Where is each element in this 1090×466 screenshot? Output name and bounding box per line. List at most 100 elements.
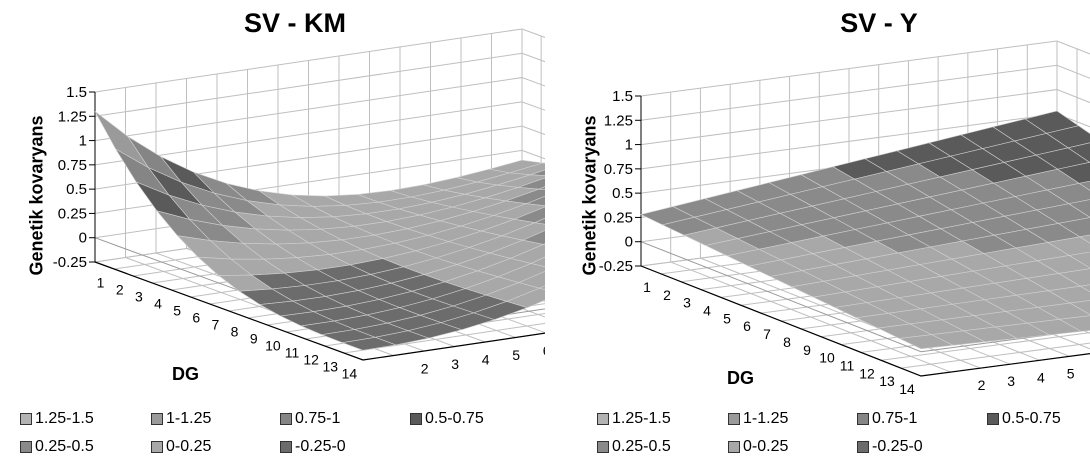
surface-cell <box>538 285 545 291</box>
surface-cell <box>533 217 545 225</box>
floor-edge <box>94 261 545 361</box>
legend-item: 0.5-0.75 <box>987 410 1061 428</box>
y-tick-label: 3 <box>451 356 459 372</box>
legend-swatch <box>728 413 740 425</box>
legend-label: -0.25-0 <box>872 438 923 455</box>
z-tick-label: 1.5 <box>612 88 633 105</box>
z-tick-label: 1.25 <box>58 108 87 125</box>
floor-edge <box>640 265 1090 377</box>
legend-label: 0.5-0.75 <box>425 410 484 427</box>
legend-label: 1.25-1.5 <box>35 410 94 427</box>
surface-cell <box>1078 180 1090 191</box>
legend-item: 0.25-0.5 <box>597 438 671 456</box>
x-tick-label: 9 <box>803 342 811 358</box>
x-tick-label: 3 <box>683 295 691 311</box>
x-tick-label: 4 <box>154 296 162 312</box>
legend-label: 1-1.25 <box>743 410 789 427</box>
surface <box>94 111 545 351</box>
surface-cell <box>538 186 545 190</box>
legend-item: 1-1.25 <box>728 410 788 428</box>
gridline <box>343 322 545 354</box>
y-axis-label: Genetik kovaryans <box>26 115 47 276</box>
x-tick-label: 12 <box>859 365 875 381</box>
x-tick-label: 10 <box>819 350 835 366</box>
legend-label: 0.5-0.75 <box>1002 410 1061 427</box>
x-tick-label: 11 <box>840 358 855 374</box>
z-tick-label: -0.25 <box>599 258 633 275</box>
chart-title: SV - KM <box>243 8 346 38</box>
gridline <box>900 342 1090 369</box>
surface-cell <box>898 334 955 350</box>
z-tick-label: 0.75 <box>604 161 633 178</box>
z-tick-label: 1.25 <box>604 112 633 129</box>
z-tick-label: 0.5 <box>66 181 87 198</box>
z-tick-label: 0.25 <box>604 209 633 226</box>
z-tick-label: -0.25 <box>53 254 87 271</box>
x-tick-label: 3 <box>135 289 143 305</box>
x-tick-label: 7 <box>763 326 771 342</box>
legend-item: 1-1.25 <box>151 410 211 428</box>
legend-swatch <box>280 413 292 425</box>
z-tick-label: 1 <box>625 137 633 154</box>
legend-label: 0-0.25 <box>166 438 212 455</box>
gridline <box>880 332 1090 361</box>
legend-label: 0.75-1 <box>295 410 341 427</box>
legend-swatch <box>20 413 32 425</box>
chart-title: SV - Y <box>840 8 918 38</box>
y-tick-label: 4 <box>482 351 490 367</box>
x-tick-label: 2 <box>116 282 124 298</box>
gridline <box>94 28 545 93</box>
x-axis-label: DG <box>727 368 754 388</box>
legend-swatch <box>987 413 999 425</box>
legend-label: 0.25-0.5 <box>612 438 671 455</box>
y-tick-label: 3 <box>1007 373 1015 389</box>
y-tick-label: 2 <box>421 360 429 376</box>
x-tick-label: 8 <box>783 334 791 350</box>
x-tick-label: 5 <box>723 310 731 326</box>
legend-label: 1-1.25 <box>166 410 212 427</box>
x-tick-label: 14 <box>342 366 358 382</box>
legend-item: 0-0.25 <box>151 438 211 456</box>
legend-swatch <box>151 413 163 425</box>
x-tick-label: 7 <box>212 317 220 333</box>
legend-label: 0.75-1 <box>872 410 918 427</box>
legend-label: 0-0.25 <box>743 438 789 455</box>
x-tick-label: 6 <box>192 310 200 326</box>
z-tick-labels: 1.5 1.25 1 0.75 0.5 0.25 0 -0.25 <box>53 84 95 271</box>
legend-item: 0.25-0.5 <box>20 438 94 456</box>
legend-item: 0.5-0.75 <box>410 410 484 428</box>
y-tick-label: 5 <box>1067 365 1075 381</box>
x-tick-label: 10 <box>265 338 281 354</box>
y-tick-label: 6 <box>543 342 545 358</box>
x-tick-label: 2 <box>663 287 671 303</box>
z-tick-label: 0.75 <box>58 157 87 174</box>
x-tick-label: 8 <box>231 324 239 340</box>
legend-item: 0.75-1 <box>857 410 917 428</box>
legend-item: 1.25-1.5 <box>20 410 94 428</box>
x-tick-labels: 1 2 3 4 5 6 7 8 9 10 11 12 13 14 <box>97 275 358 382</box>
legend-label: 1.25-1.5 <box>612 410 671 427</box>
zero-plane-edge <box>640 241 1090 353</box>
z-tick-label: 0 <box>79 230 87 247</box>
x-tick-label: 14 <box>899 381 915 397</box>
legend-swatch <box>728 441 740 453</box>
x-tick-label: 13 <box>322 359 338 375</box>
legend-item: -0.25-0 <box>857 438 923 456</box>
legend-swatch <box>857 413 869 425</box>
z-tick-label: 0 <box>625 234 633 251</box>
surface <box>640 110 1090 350</box>
legend-item: -0.25-0 <box>280 438 346 456</box>
legend-item: 1.25-1.5 <box>597 410 671 428</box>
legend-swatch <box>20 441 32 453</box>
legend-swatch <box>280 441 292 453</box>
y-tick-label: 4 <box>1037 369 1045 385</box>
z-tick-label: 1 <box>79 133 87 150</box>
z-tick-label: 0.5 <box>612 185 633 202</box>
x-axis-label: DG <box>172 364 199 384</box>
chart-panel-sv-y: 1.5 1.25 1 0.75 0.5 0.25 0 -0.25 1 2 3 4 5 6 7 8 9 10 11 12… <box>545 0 1090 466</box>
legend-label: -0.25-0 <box>295 438 346 455</box>
x-tick-labels: 1 2 3 4 5 6 7 8 9 10 11 12 13 14 <box>643 279 915 397</box>
